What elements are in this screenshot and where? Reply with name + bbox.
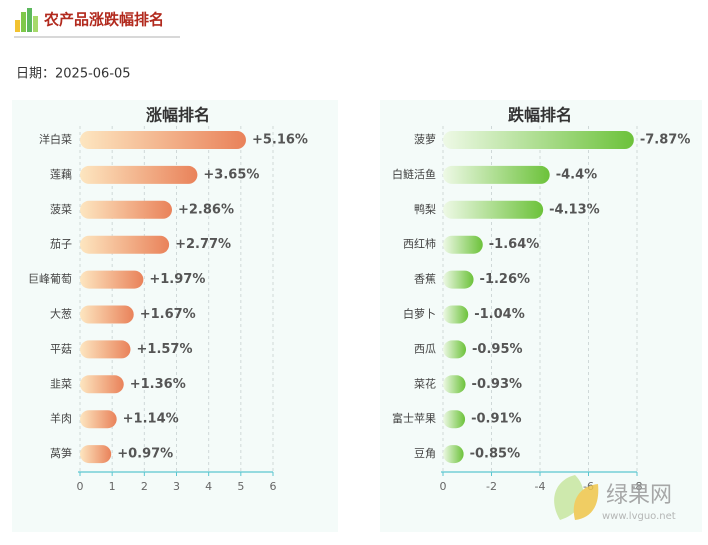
bar bbox=[80, 235, 170, 254]
bar bbox=[80, 200, 172, 219]
y-tick-label: 莴笋 bbox=[50, 446, 72, 460]
value-label: +2.77% bbox=[175, 237, 231, 252]
y-tick-label: 白萝卜 bbox=[403, 307, 436, 321]
chart: 涨幅排名 0 1 2 3 4 5 6 洋白菜 +5.16% 莲藕 +3.65% 菠菜 +2.86% 茄子 +2… bbox=[28, 106, 308, 494]
value-label: -7.87% bbox=[640, 133, 691, 148]
x-tick-label: -4 bbox=[535, 480, 546, 493]
value-label: -4.13% bbox=[549, 202, 600, 217]
bar bbox=[443, 270, 474, 289]
y-tick-label: 洋白菜 bbox=[39, 132, 72, 146]
bar bbox=[443, 305, 469, 324]
value-label: +0.97% bbox=[117, 447, 173, 462]
x-tick-label: -8 bbox=[632, 480, 643, 493]
bar bbox=[443, 445, 464, 464]
x-tick-label: 5 bbox=[237, 480, 244, 493]
value-label: +1.36% bbox=[130, 377, 186, 392]
chart-title: 涨幅排名 bbox=[146, 106, 210, 125]
x-tick-label: 6 bbox=[270, 480, 277, 493]
bar bbox=[443, 131, 634, 149]
y-tick-label: 白鲢活鱼 bbox=[392, 167, 436, 181]
watermark: 绿果网 www.lvguo.net bbox=[554, 475, 676, 522]
y-tick-label: 香蕉 bbox=[414, 273, 436, 286]
y-tick-label: 羊肉 bbox=[50, 411, 72, 425]
value-label: -0.91% bbox=[471, 412, 522, 427]
value-label: +1.57% bbox=[137, 342, 193, 357]
value-label: -1.26% bbox=[480, 272, 531, 287]
watermark-url: www.lvguo.net bbox=[602, 511, 676, 522]
value-label: -0.93% bbox=[472, 377, 523, 392]
bar bbox=[443, 375, 466, 394]
y-tick-label: 平菇 bbox=[50, 341, 72, 355]
bar bbox=[80, 270, 144, 289]
y-tick-label: 茄子 bbox=[50, 237, 72, 251]
y-tick-label: 菠菜 bbox=[50, 203, 72, 216]
y-tick-label: 韭菜 bbox=[50, 377, 72, 390]
value-label: +5.16% bbox=[252, 133, 308, 148]
x-tick-label: 1 bbox=[109, 480, 116, 493]
chart-title: 跌幅排名 bbox=[508, 106, 572, 125]
chart: 跌幅排名0-2-4-6-8菠萝-7.87%白鲢活鱼-4.4%鸭梨-4.13%西红… bbox=[392, 106, 690, 494]
header-title: 农产品涨跌幅排名 bbox=[43, 11, 164, 29]
x-tick-label: -2 bbox=[486, 480, 497, 493]
value-label: +2.86% bbox=[178, 202, 234, 217]
bar bbox=[80, 375, 124, 394]
bar bbox=[443, 235, 483, 254]
header-icon bbox=[15, 8, 38, 32]
x-tick-label: 2 bbox=[141, 480, 148, 493]
y-tick-label: 西瓜 bbox=[414, 342, 436, 355]
bar bbox=[80, 305, 134, 324]
value-label: -4.4% bbox=[556, 167, 597, 182]
bar bbox=[80, 131, 246, 149]
y-tick-label: 富士苹果 bbox=[392, 411, 436, 425]
bar bbox=[443, 410, 466, 429]
value-label: +1.67% bbox=[140, 307, 196, 322]
x-tick-label: 0 bbox=[77, 480, 84, 493]
value-label: +1.14% bbox=[123, 412, 179, 427]
value-label: -0.95% bbox=[472, 342, 522, 357]
bar bbox=[80, 165, 198, 184]
bar bbox=[443, 340, 467, 359]
value-label: +1.97% bbox=[149, 272, 205, 287]
y-tick-label: 西红柿 bbox=[403, 237, 436, 251]
x-tick-label: 3 bbox=[173, 480, 180, 493]
value-label: +3.65% bbox=[203, 167, 259, 182]
value-label: -1.04% bbox=[474, 307, 524, 322]
x-tick-label: 0 bbox=[440, 480, 447, 493]
y-tick-label: 巨峰葡萄 bbox=[28, 273, 72, 286]
date: 日期：2025-06-05 bbox=[16, 67, 131, 82]
value-label: -1.64% bbox=[489, 237, 540, 252]
bar bbox=[80, 340, 131, 359]
bar bbox=[80, 410, 117, 429]
bar bbox=[443, 200, 544, 219]
value-label: -0.85% bbox=[470, 447, 521, 462]
bar bbox=[443, 165, 550, 184]
watermark-name: 绿果网 bbox=[606, 483, 672, 508]
bar bbox=[80, 445, 112, 464]
y-tick-label: 莲藕 bbox=[50, 168, 72, 181]
x-tick-label: 4 bbox=[205, 480, 212, 493]
y-tick-label: 大葱 bbox=[50, 307, 72, 321]
y-tick-label: 豆角 bbox=[414, 447, 436, 460]
y-tick-label: 鸭梨 bbox=[414, 202, 436, 216]
y-tick-label: 菜花 bbox=[414, 377, 436, 390]
y-tick-label: 菠萝 bbox=[414, 133, 436, 146]
